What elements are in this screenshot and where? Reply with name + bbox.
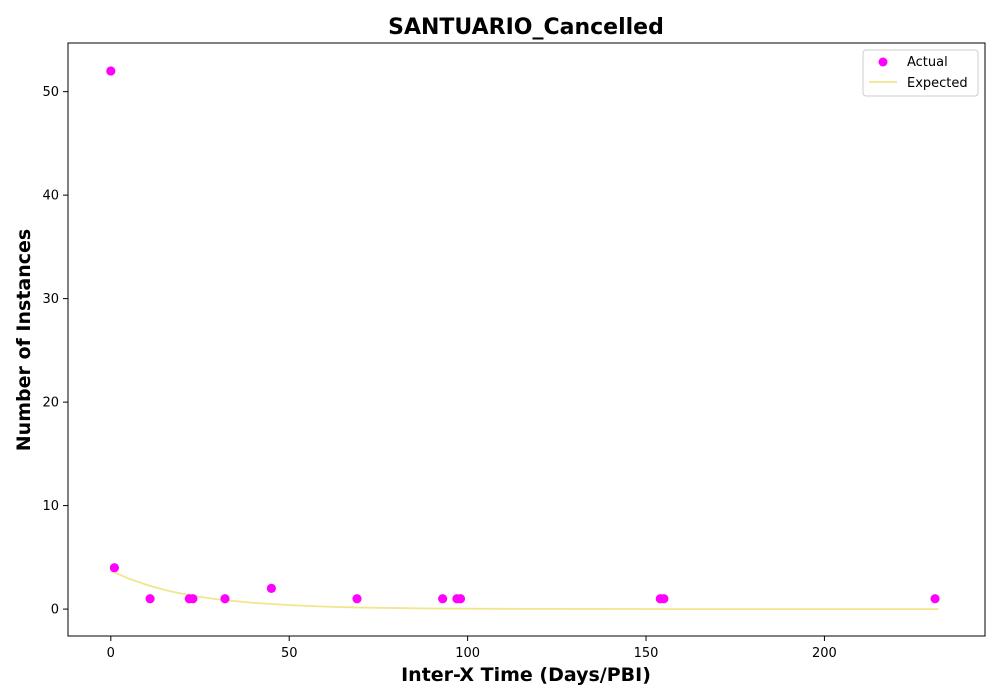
x-tick-label: 150 (634, 646, 659, 661)
legend-actual-marker (878, 57, 888, 67)
actual-data-point (266, 583, 276, 593)
actual-data-point (455, 594, 466, 604)
y-tick-label: 0 (51, 603, 59, 618)
actual-data-point (188, 594, 198, 604)
expected-series-line (110, 569, 939, 610)
x-tick-label: 200 (812, 646, 837, 661)
y-axis-label: Number of Instances (13, 229, 35, 451)
plot-area-frame (67, 42, 986, 637)
x-tick-label: 50 (281, 646, 298, 661)
y-tick-label: 10 (42, 499, 59, 514)
actual-data-point (109, 563, 119, 573)
chart-title: SANTUARIO_Cancelled (388, 15, 664, 40)
x-axis-label: Inter-X Time (Days/PBI) (401, 664, 651, 686)
x-tick-label: 100 (455, 646, 480, 661)
legend-expected-label: Expected (907, 76, 968, 91)
legend: Actual Expected (862, 49, 979, 97)
legend-box (862, 49, 979, 97)
y-tick-label: 30 (42, 292, 59, 307)
actual-data-point (220, 594, 230, 604)
y-tick-label: 50 (42, 85, 59, 100)
actual-data-point (352, 594, 362, 604)
x-tick-label: 0 (107, 646, 115, 661)
y-tick-label: 40 (42, 189, 59, 204)
y-axis: 0 10 20 30 40 50 (42, 85, 68, 618)
y-tick-label: 20 (42, 396, 59, 411)
actual-data-point (930, 594, 940, 604)
actual-data-point (438, 594, 448, 604)
actual-data-point (106, 66, 116, 76)
actual-data-point (659, 594, 669, 604)
series-layer (106, 66, 940, 610)
legend-actual-label: Actual (907, 55, 948, 70)
actual-data-point (145, 594, 155, 604)
x-axis: 0 50 100 150 200 (107, 636, 837, 661)
